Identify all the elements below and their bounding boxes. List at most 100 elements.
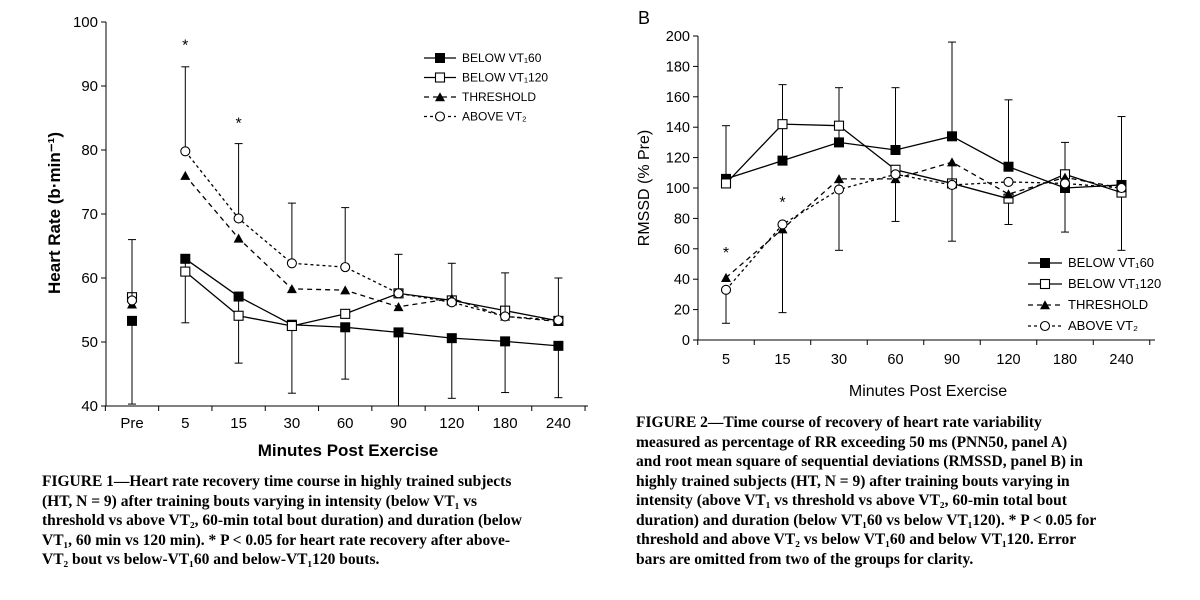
series-line [725,161,1122,279]
legend-label: BELOW VT₁120 [462,71,548,85]
figure1-caption: FIGURE 1—Heart rate recovery time course… [42,472,587,570]
caption-line: measured as percentage of RR exceeding 5… [636,433,1068,451]
series-0 [721,41,1127,193]
series-line [725,135,1122,189]
y-tick-label: 60 [674,242,690,258]
y-tick-label: 40 [674,272,690,288]
caption-line: VT₁, 60 min vs 120 min). * P < 0.05 for … [42,531,511,549]
y-tick-label: 200 [666,29,690,45]
caption-line: duration) and duration (below VT₁60 vs b… [636,511,1097,529]
data-point [1003,189,1014,199]
data-point [180,170,191,180]
legend-label: ABOVE VT₂ [1068,318,1138,333]
data-point [126,295,138,306]
x-tick-label: 90 [944,352,960,368]
data-point [500,311,511,322]
y-tick-label: 90 [81,78,98,95]
rmssd-chart: B 0 20 40 60 80 100 120 140 160 180 200 5 15 30 60 90 12… [636,8,1161,400]
x-tick-label: 180 [493,415,518,432]
data-point [777,219,788,230]
legend-label: THRESHOLD [462,90,536,104]
data-point [1003,161,1014,172]
y-tick-label: 80 [674,211,690,227]
data-point [340,262,351,273]
y-tick-label: 60 [81,270,98,287]
legend-marker [1040,258,1050,268]
data-point [1116,182,1127,194]
chart1-y-axis-label: Heart Rate (b·min⁻¹) [45,132,64,294]
data-point [233,310,244,321]
data-point [286,320,297,332]
legend-marker [1040,300,1050,310]
data-point [393,327,404,338]
data-point [180,253,191,264]
legend-label: ABOVE VT₂ [462,110,527,124]
data-point [890,169,901,180]
x-tick-label: Pre [120,415,143,432]
caption-line: FIGURE 1—Heart rate recovery time course… [42,473,512,490]
x-tick-label: 90 [390,415,407,432]
caption-line: VT₂ bout vs below-VT₁60 and below-VT₁120… [42,551,380,568]
data-point [340,285,351,295]
data-point [127,315,137,326]
data-point [890,145,901,155]
x-tick-label: 120 [439,415,464,432]
legend-marker [434,72,446,83]
series-line [184,258,559,347]
legend-marker [435,53,445,63]
legend-label: BELOW VT₁60 [462,51,542,65]
panel-label: B [638,8,650,28]
data-point [233,233,244,243]
legend-marker [434,111,446,122]
caption-line: (HT, N = 9) after training bouts varying… [42,492,478,510]
data-point [180,146,191,157]
data-point [286,258,297,269]
data-point [777,119,788,130]
data-point [720,178,732,189]
caption-line: highly trained subjects (HT, N = 9) afte… [636,472,1070,490]
data-point [721,272,731,282]
chart2-y-axis-label: RMSSD (% Pre) [636,130,653,246]
legend-marker [435,92,445,102]
x-tick-label: 30 [831,352,847,368]
y-tick-label: 40 [81,398,98,415]
y-tick-label: 100 [666,181,690,197]
x-tick-label: 15 [774,352,790,368]
x-tick-label: 60 [887,352,903,368]
legend-label: BELOW VT₁60 [1068,255,1154,270]
legend-label: BELOW VT₁120 [1068,276,1161,291]
y-tick-label: 100 [73,14,98,31]
y-tick-label: 80 [81,142,98,159]
data-point [833,184,845,195]
y-tick-label: 70 [81,206,98,223]
data-point [233,291,244,302]
x-tick-label: 30 [284,415,301,432]
significance-asterisk: * [779,195,785,212]
data-point [446,333,457,344]
data-point [446,297,457,308]
legend-marker [1039,320,1051,332]
significance-asterisk: * [182,37,188,54]
series-3 [720,169,1127,324]
x-tick-label: 5 [181,415,189,432]
data-point [834,137,844,148]
data-point [834,174,844,184]
series-line [725,173,1122,291]
chart2-legend: BELOW VT₁60 BELOW VT₁120 THRESHOLD ABOVE VT… [1028,255,1161,333]
x-tick-label: 240 [546,415,571,432]
data-point [180,266,191,277]
x-tick-label: 60 [337,415,354,432]
chart1-axes: 40 50 60 70 80 90 100 Pre 5 15 30 60 90 120 180 240 [73,14,588,432]
data-point [233,213,244,224]
data-point [1059,178,1071,189]
chart1-x-axis-label: Minutes Post Exercise [258,441,438,460]
series-0 [127,253,564,407]
chart2-x-axis-label: Minutes Post Exercise [849,383,1007,400]
chart1-marks: ** [126,37,564,407]
x-tick-label: 240 [1109,352,1133,368]
data-point [500,336,511,347]
significance-asterisk: * [723,245,729,262]
legend-label: THRESHOLD [1068,297,1148,312]
data-point [553,340,564,351]
